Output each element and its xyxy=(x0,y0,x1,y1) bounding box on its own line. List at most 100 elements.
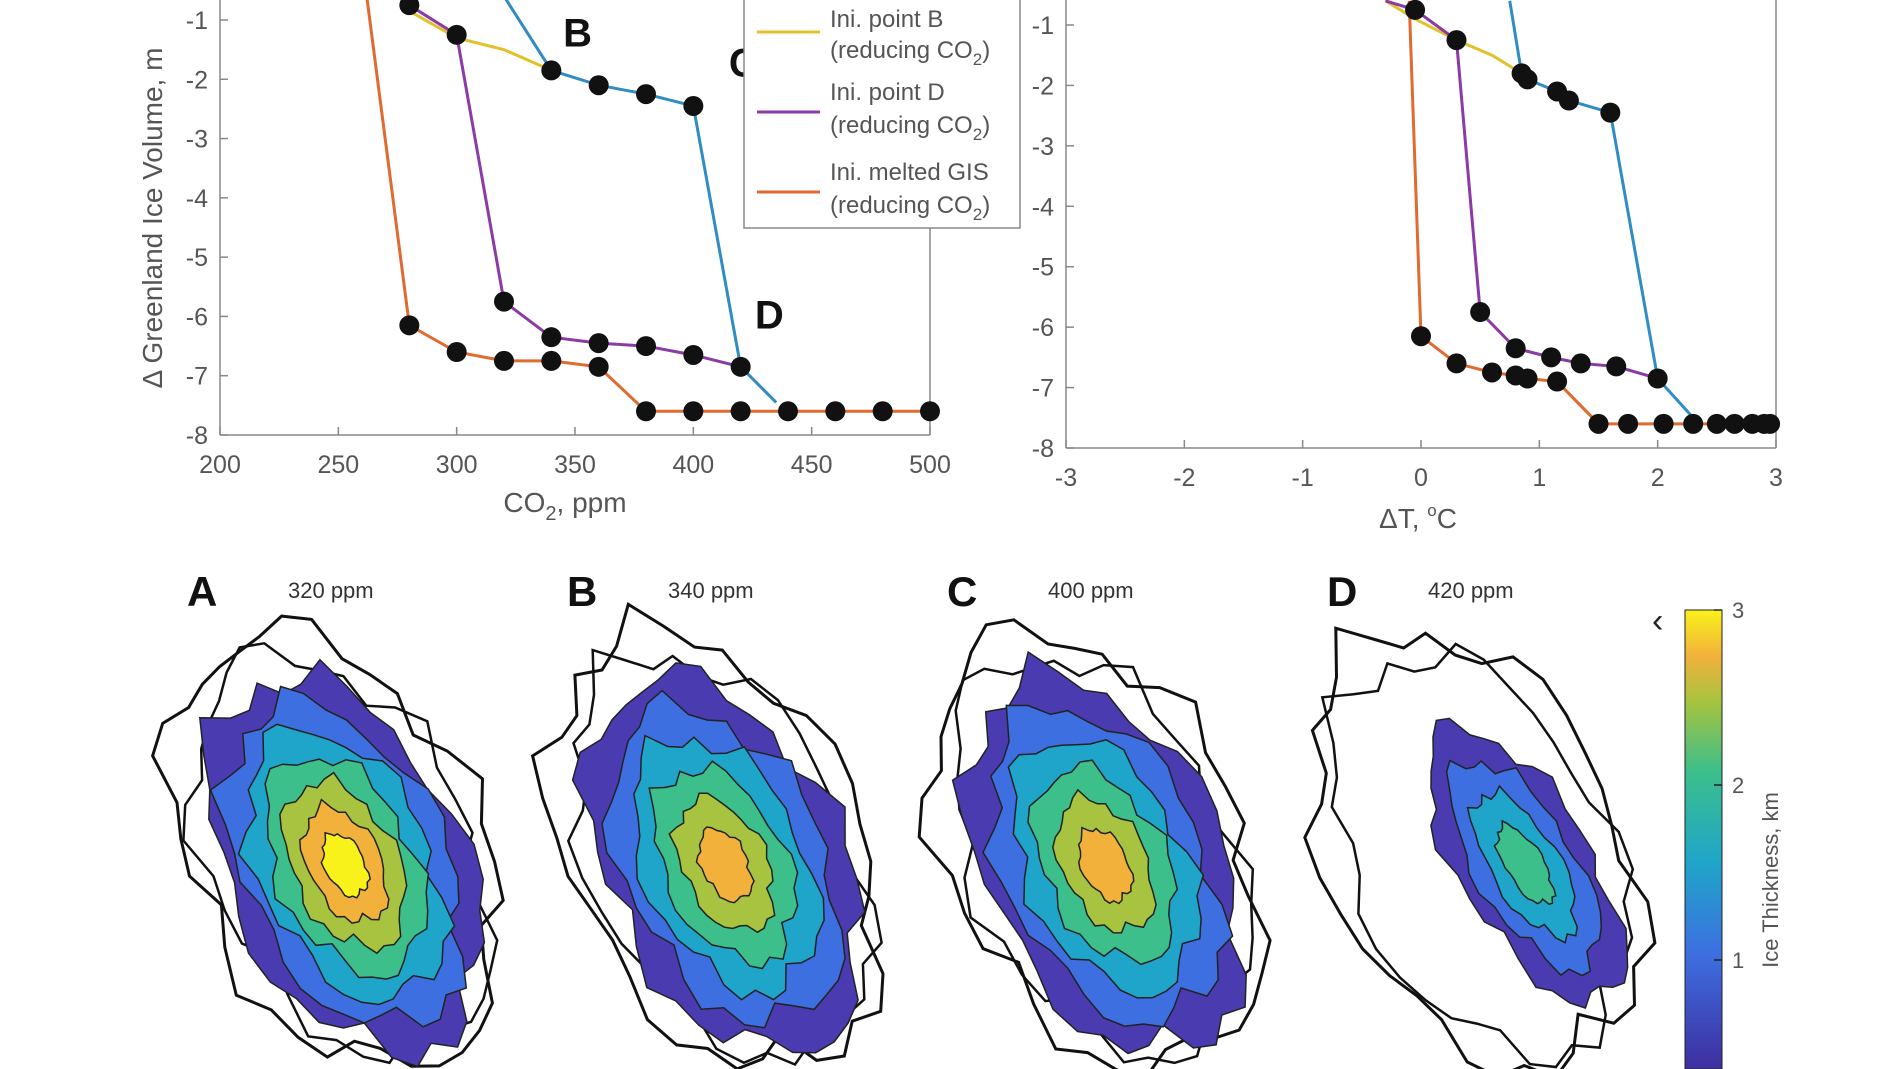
data-point xyxy=(1446,30,1467,51)
ice-contour-level xyxy=(1493,819,1557,906)
data-point xyxy=(446,24,467,45)
data-point xyxy=(399,0,420,16)
data-point xyxy=(1618,413,1639,434)
data-point xyxy=(1547,371,1568,392)
data-point xyxy=(588,333,609,354)
data-point xyxy=(636,336,656,357)
series-line-blue xyxy=(550,68,694,108)
colorbar: 1 2 3 Ice Thickness, km ‹ xyxy=(1652,598,1783,1069)
x-tick-label: -3 xyxy=(1055,464,1077,492)
data-point xyxy=(588,75,609,96)
data-point xyxy=(1482,362,1502,383)
map-label: D xyxy=(1327,568,1357,615)
maps: A 320 ppm B 340 ppm C 400 ppm D 420 ppm xyxy=(150,568,1657,1069)
data-point xyxy=(825,401,846,422)
x-tick-label: 0 xyxy=(1414,464,1428,492)
left-series xyxy=(365,0,940,422)
y-tick-label: -5 xyxy=(186,244,208,272)
data-point xyxy=(1517,368,1538,389)
y-tick-label: -1 xyxy=(1032,12,1054,40)
legend-item-melted-gis: Ini. melted GIS (reducing CO2) xyxy=(757,159,990,224)
x-tick-label: 2 xyxy=(1651,464,1665,492)
data-point xyxy=(1683,413,1704,434)
legend-box xyxy=(743,0,1021,229)
legend: Ini. point B (reducing CO2) Ini. point D… xyxy=(743,0,1021,229)
data-point xyxy=(1647,368,1668,389)
colorbar-label: Ice Thickness, km xyxy=(1758,792,1783,968)
y-tick-label: -5 xyxy=(1032,254,1054,282)
map-panel-a: A 320 ppm xyxy=(150,568,505,1068)
data-point xyxy=(1505,338,1526,359)
data-point xyxy=(636,401,656,422)
chart-right: -3 -2 -1 0 1 2 3 -1 -2 -3 -4 -5 -6 -7 -8 ΔT, oC xyxy=(1032,0,1783,534)
y-tick-label: -4 xyxy=(1032,193,1054,221)
coastline-outer xyxy=(917,618,1272,1069)
series-line-yellow xyxy=(408,9,552,72)
legend-label: Ini. point D xyxy=(830,79,945,106)
data-point xyxy=(636,84,656,105)
y-tick-label: -6 xyxy=(1032,314,1054,342)
ice-contour-level xyxy=(320,831,372,899)
data-point xyxy=(1470,302,1491,323)
x-tick-label: 200 xyxy=(199,451,241,479)
x-tick-label: -2 xyxy=(1173,464,1195,492)
map-panel-d: D 420 ppm xyxy=(1303,568,1657,1069)
x-tick-label: -1 xyxy=(1292,464,1314,492)
map-ppm-label: 420 ppm xyxy=(1428,578,1514,603)
map-ppm-label: 340 ppm xyxy=(668,578,754,603)
x-tick-label: 1 xyxy=(1532,464,1546,492)
colorbar-gradient xyxy=(1684,609,1723,1069)
data-point xyxy=(494,350,514,371)
data-point xyxy=(1706,413,1727,434)
right-axes: -3 -2 -1 0 1 2 3 -1 -2 -3 -4 -5 -6 -7 -8 xyxy=(1032,0,1783,492)
data-point xyxy=(1600,102,1621,123)
data-point xyxy=(494,291,514,312)
map-ppm-label: 400 ppm xyxy=(1048,578,1134,603)
data-point xyxy=(872,401,893,422)
coastline-outer xyxy=(150,614,505,1068)
y-tick-label: -7 xyxy=(1032,375,1054,403)
ice-contour-level xyxy=(1077,826,1135,905)
data-point xyxy=(1541,347,1562,368)
legend-label: Ini. point B xyxy=(830,6,943,33)
series-line-blue xyxy=(504,0,553,72)
x-tick-label: 500 xyxy=(909,451,951,479)
x-tick-label: 300 xyxy=(436,451,478,479)
series-line-blue xyxy=(691,105,743,368)
y-tick-label: -7 xyxy=(186,363,208,391)
data-point xyxy=(1405,0,1426,20)
series-line-purple xyxy=(1385,0,1659,380)
data-point xyxy=(778,401,798,422)
colorbar-tick-label: 2 xyxy=(1732,773,1744,798)
data-point xyxy=(730,401,751,422)
map-label: C xyxy=(947,568,977,615)
legend-sublabel: (reducing CO2) xyxy=(830,192,990,224)
data-point xyxy=(1760,413,1781,434)
legend-label: Ini. melted GIS xyxy=(830,159,989,186)
legend-item-point-b: Ini. point B (reducing CO2) xyxy=(757,6,990,69)
data-point xyxy=(730,356,751,377)
map-ppm-label: 320 ppm xyxy=(288,578,374,603)
data-point xyxy=(1653,413,1674,434)
left-axes: 200 250 300 350 400 450 500 -1 -2 -3 -4 -5 -6 -7 -8 xyxy=(186,0,951,479)
colorbar-tick-label: 1 xyxy=(1732,948,1744,973)
chart-left: 200 250 300 350 400 450 500 -1 -2 -3 -4 -5 -6 -7 -8 B C… xyxy=(137,0,1021,525)
x-tick-label: 450 xyxy=(791,451,833,479)
map-panel-b: B 340 ppm xyxy=(530,568,885,1069)
data-point xyxy=(683,401,704,422)
left-ylabel: Δ Greenland Ice Volume, m xyxy=(137,48,168,389)
legend-item-point-d: Ini. point D (reducing CO2) xyxy=(757,79,990,144)
point-annotation-b: B xyxy=(563,12,592,56)
coastline-outer xyxy=(1303,626,1657,1069)
ice-contour-level xyxy=(695,826,755,904)
x-tick-label: 350 xyxy=(554,451,596,479)
x-tick-label: 3 xyxy=(1769,464,1783,492)
colorbar-ticks: 1 2 3 xyxy=(1714,598,1744,973)
x-tick-label: 400 xyxy=(672,451,714,479)
data-point xyxy=(920,401,940,422)
data-point xyxy=(541,60,562,81)
right-xlabel: ΔT, oC xyxy=(1379,501,1457,534)
data-point xyxy=(1606,356,1627,377)
data-point xyxy=(1724,413,1745,434)
